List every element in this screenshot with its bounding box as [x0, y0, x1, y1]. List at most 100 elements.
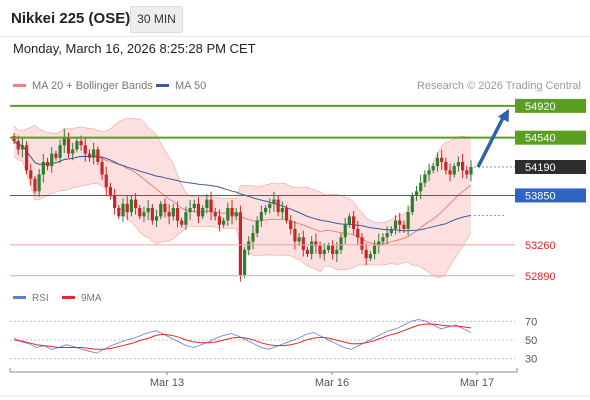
- candle-body: [96, 149, 100, 162]
- legend-9ma: 9MA: [62, 293, 102, 304]
- candle-body: [347, 216, 352, 225]
- candle-body: [364, 249, 368, 259]
- candle-body: [465, 170, 469, 175]
- candle-body: [129, 199, 133, 213]
- candle-body: [16, 141, 20, 150]
- candle-body: [251, 233, 255, 242]
- candle-body: [272, 199, 276, 204]
- candle-body: [133, 199, 138, 208]
- candle-body: [398, 220, 402, 225]
- candle-body: [238, 212, 243, 275]
- candle-body: [456, 161, 461, 167]
- candle-body: [377, 241, 381, 246]
- candle-body: [318, 245, 322, 255]
- candle-body: [230, 207, 234, 217]
- candle-body: [314, 241, 318, 246]
- candle-body: [154, 216, 159, 221]
- candle-body: [24, 145, 29, 171]
- rsi-swatch: [13, 295, 26, 299]
- ma50-label: MA 50: [175, 80, 207, 92]
- candle-body: [222, 220, 226, 225]
- legend-bollinger: MA 20 + Bollinger Bands: [13, 80, 153, 92]
- candle-body: [326, 245, 331, 250]
- price-tag-label: 53850: [525, 190, 556, 202]
- candle-body: [184, 212, 188, 225]
- candle-body: [20, 145, 24, 150]
- x-tick-label: Mar 16: [315, 377, 349, 389]
- candle-body: [381, 237, 385, 242]
- x-tick-label: Mar 17: [460, 377, 494, 389]
- candle-body: [360, 237, 364, 250]
- candle-body: [159, 203, 163, 217]
- candle-body: [406, 212, 410, 229]
- price-tag: [515, 188, 586, 203]
- price-tag-label: 52890: [525, 271, 556, 283]
- candle-body: [138, 207, 142, 217]
- legend-rsi: RSI: [13, 293, 49, 304]
- rsi-tick-label: 50: [525, 335, 537, 347]
- candle-body: [410, 195, 414, 213]
- x-tick-label: Mar 13: [150, 377, 184, 389]
- candle-body: [167, 212, 171, 217]
- candle-body: [331, 245, 335, 255]
- candle-body: [247, 241, 251, 250]
- candle-body: [322, 249, 326, 255]
- candle-body: [121, 203, 125, 217]
- bollinger-swatch: [13, 83, 26, 87]
- candle-body: [284, 207, 289, 221]
- candle-body: [83, 145, 87, 154]
- bollinger-label: MA 20 + Bollinger Bands: [32, 80, 153, 92]
- candle-body: [209, 199, 213, 213]
- candle-body: [45, 161, 50, 167]
- candle-body: [33, 178, 37, 192]
- candle-body: [242, 249, 247, 275]
- candle-body: [37, 174, 41, 192]
- candle-body: [263, 207, 268, 213]
- price-tag-label: 54920: [525, 101, 556, 113]
- candle-body: [79, 141, 83, 146]
- candle-body: [343, 224, 347, 238]
- price-tag: [515, 98, 586, 113]
- rsi-tick-label: 30: [525, 354, 537, 366]
- candle-body: [423, 174, 427, 183]
- candle-body: [180, 220, 184, 225]
- candle-body: [150, 207, 154, 221]
- candle-body: [255, 220, 259, 234]
- candle-body: [125, 203, 129, 213]
- candle-body: [62, 136, 66, 146]
- candle-body: [435, 157, 440, 167]
- rsi-label: RSI: [32, 293, 49, 304]
- candle-body: [352, 216, 356, 229]
- rsi-tick-label: 70: [525, 316, 537, 328]
- timestamp: Monday, March 16, 2026 8:25:28 PM CET: [13, 41, 256, 56]
- candle-body: [419, 182, 423, 192]
- header-divider: [0, 36, 590, 37]
- candle-body: [469, 166, 473, 175]
- bollinger-upper-line: [13, 117, 472, 223]
- candle-body: [385, 233, 389, 238]
- price-tag-label: 54190: [525, 162, 556, 174]
- candle-body: [117, 207, 121, 217]
- timeframe-button[interactable]: 30 MIN: [130, 6, 183, 33]
- candle-body: [301, 237, 305, 250]
- chart-header: Nikkei 225 (OSE) 30 MIN: [0, 0, 590, 36]
- price-tag-label: 53260: [525, 240, 556, 252]
- candle-body: [100, 161, 104, 175]
- candle-body: [402, 224, 406, 229]
- instrument-title: Nikkei 225 (OSE): [11, 10, 131, 27]
- candle-body: [276, 199, 280, 213]
- candle-body: [452, 166, 456, 175]
- candle-body: [217, 216, 222, 225]
- candle-body: [444, 161, 448, 171]
- candle-body: [310, 241, 314, 255]
- candle-body: [213, 212, 217, 217]
- price-tag-label: 54540: [525, 133, 556, 145]
- candle-body: [29, 170, 33, 179]
- candle-body: [431, 166, 435, 171]
- forecast-arrow: [476, 113, 507, 168]
- candle-body: [54, 153, 58, 158]
- ma9-label: 9MA: [81, 293, 102, 304]
- candle-body: [234, 212, 238, 217]
- candle-body: [414, 191, 419, 196]
- candle-body: [201, 207, 205, 217]
